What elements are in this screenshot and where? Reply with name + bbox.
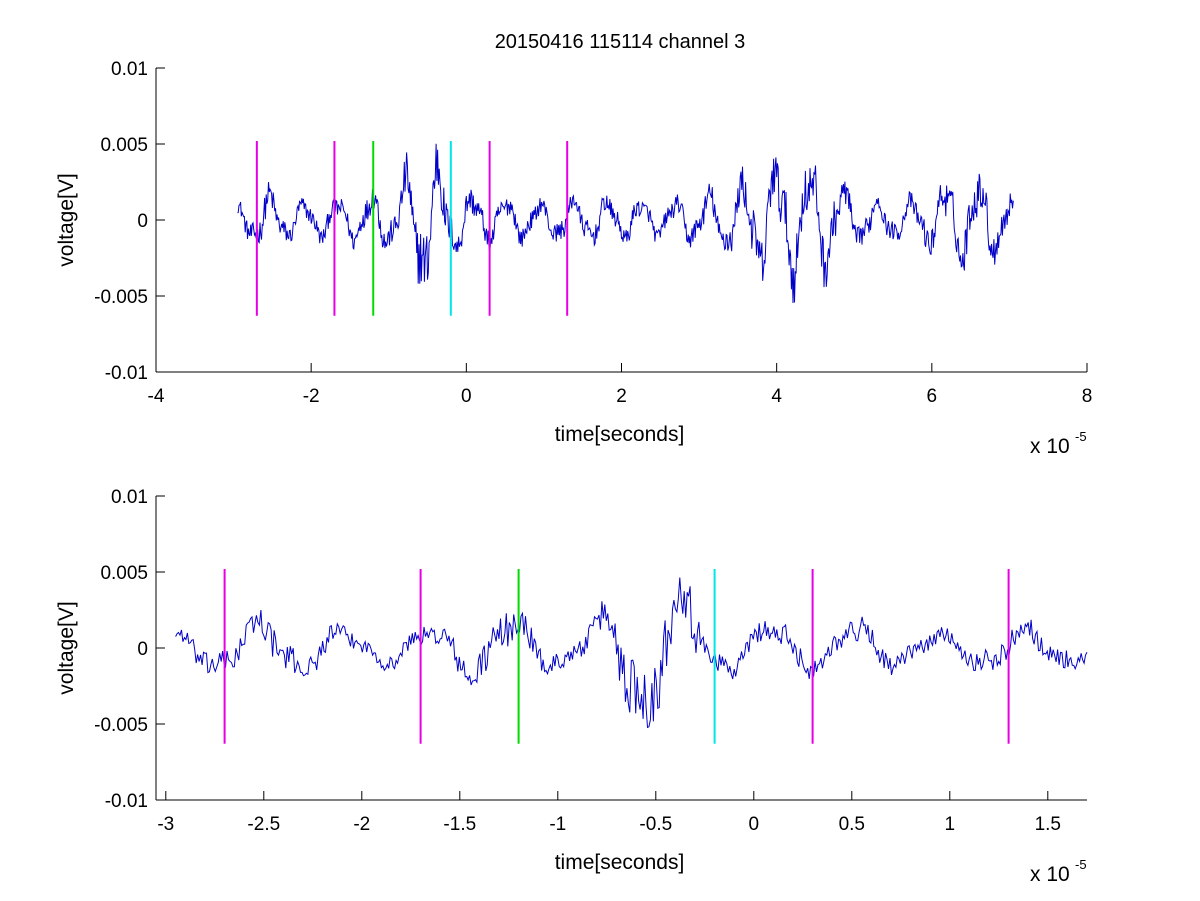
y-tick-label: 0.005 [100,563,148,584]
x-tick-label: -1 [549,814,566,835]
x-tick-label: -3 [157,814,174,835]
x-exponent: -5 [1075,429,1087,444]
x-tick-label: 0.5 [839,814,865,835]
plots: -0.01 -0.005 0 0.005 0.01 -4 -2 0 2 4 6 8 time[secon… [55,59,1092,886]
series-line [175,577,1088,729]
series-line [237,143,1014,304]
x-exponent: -5 [1075,857,1087,872]
x-tick-label: -0.5 [639,814,672,835]
y-tick-label: 0.01 [111,487,148,508]
axes-1: -0.01 -0.005 0 0.005 0.01 -4 -2 0 2 4 6 8 time[secon… [55,59,1092,458]
x-tick-label: -2 [353,814,370,835]
y-tick-label: 0.005 [100,135,148,156]
y-tick-label: -0.005 [94,287,148,308]
x-tick-label: 0 [749,814,760,835]
x-exponent-label: x 10 [1030,863,1070,886]
x-tick-label: -2.5 [247,814,280,835]
y-tick-label: 0 [137,211,148,232]
y-tick-label: -0.01 [105,363,148,384]
y-axis-label: voltage[V] [55,173,78,266]
x-tick-label: -1.5 [443,814,476,835]
x-tick-label: -4 [148,386,165,407]
x-tick-label: 1 [945,814,956,835]
x-tick-label: 6 [927,386,938,407]
y-tick-label: 0.01 [111,59,148,80]
x-tick-label: -2 [303,386,320,407]
x-axis-label: time[seconds] [555,423,685,446]
y-tick-label: -0.01 [105,791,148,812]
x-tick-label: 4 [771,386,782,407]
x-tick-label: 2 [616,386,627,407]
y-tick-label: -0.005 [94,715,148,736]
x-axis-label: time[seconds] [555,851,685,874]
y-tick-label: 0 [137,639,148,660]
y-axis-label: voltage[V] [55,601,78,694]
x-tick-label: 8 [1082,386,1093,407]
x-exponent-label: x 10 [1030,435,1070,458]
x-tick-label: 1.5 [1035,814,1061,835]
x-tick-label: 0 [461,386,472,407]
axes-2: -0.01 -0.005 0 0.005 0.01 -3 -2.5 -2 -1.5 -1 -0.5 0… [55,487,1088,886]
figure-title: 20150416 115114 channel 3 [495,31,746,53]
